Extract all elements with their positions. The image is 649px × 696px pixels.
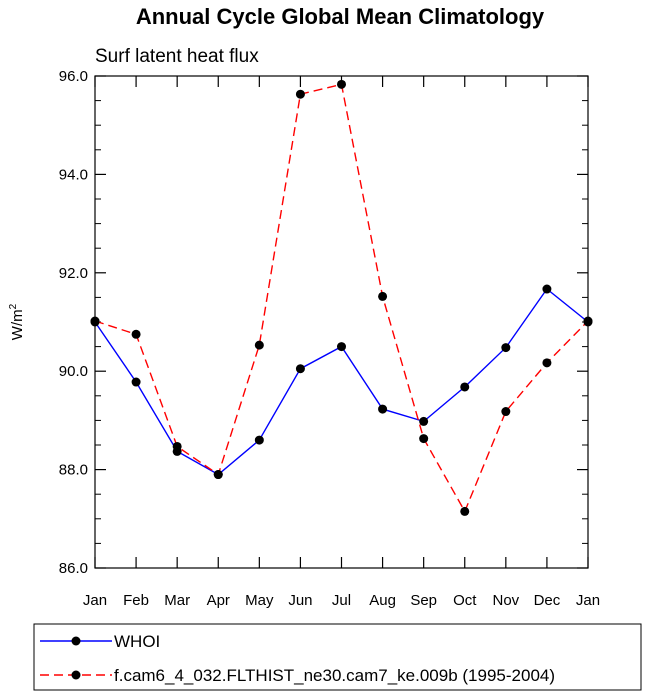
- legend-marker-2: [71, 670, 81, 680]
- data-point-series-1: [254, 435, 264, 445]
- data-point-series-1: [337, 342, 346, 352]
- y-tick-label: 90.0: [59, 363, 88, 380]
- data-point-series-1: [378, 404, 388, 414]
- y-tick-label: 88.0: [59, 462, 88, 479]
- data-point-series-2: [131, 329, 141, 339]
- series-line-1: [94, 287, 589, 476]
- data-point-series-1: [542, 284, 552, 294]
- x-tick-label: Sep: [410, 592, 437, 609]
- y-axis-label-superscript: 2: [8, 303, 19, 309]
- series-points: [90, 79, 593, 516]
- legend-marker-1: [71, 636, 81, 646]
- y-tick-label: 96.0: [59, 68, 88, 85]
- x-tick-label: Jan: [83, 592, 107, 609]
- x-tick-label: Mar: [164, 592, 190, 609]
- x-tick-label: Jan: [576, 592, 600, 609]
- x-tick-label: Nov: [492, 592, 519, 609]
- data-point-series-1: [501, 343, 511, 353]
- x-tick-label: Dec: [534, 592, 561, 609]
- y-axis-label-text: W/m: [9, 309, 26, 340]
- data-point-series-2: [501, 407, 511, 417]
- x-tick-label: Oct: [453, 592, 477, 609]
- y-tick-label: 92.0: [59, 265, 88, 282]
- data-point-series-2: [542, 358, 552, 368]
- data-point-series-1: [295, 364, 305, 374]
- y-tick-label: 94.0: [59, 166, 88, 183]
- chart-subtitle: Surf latent heat flux: [95, 46, 259, 67]
- data-point-series-2: [337, 79, 346, 89]
- x-tick-label: Apr: [207, 592, 230, 609]
- data-point-series-2: [460, 506, 470, 516]
- legend-label-2: f.cam6_4_032.FLTHIST_ne30.cam7_ke.009b (…: [114, 666, 555, 685]
- data-point-series-2: [172, 441, 182, 451]
- data-point-series-2: [295, 89, 305, 99]
- plot-frame: [94, 75, 589, 569]
- legend-items: WHOI f.cam6_4_032.FLTHIST_ne30.cam7_ke.00…: [40, 632, 555, 685]
- legend-label-1: WHOI: [114, 632, 160, 651]
- series-line-2: [94, 83, 589, 514]
- data-point-series-2: [378, 291, 388, 301]
- svg-text:W/m2: W/m2: [8, 303, 26, 340]
- data-point-series-2: [419, 434, 429, 444]
- axis-tick-labels: 86.0 88.0 90.0 92.0 94.0 96.0 Jan Feb Mar Apr May J…: [59, 68, 600, 609]
- data-point-series-2: [213, 470, 223, 480]
- data-point-series-1: [131, 377, 141, 387]
- y-tick-label: 86.0: [59, 560, 88, 577]
- data-point-series-1: [460, 382, 470, 392]
- x-tick-label: May: [245, 592, 274, 609]
- series-lines: [94, 83, 589, 514]
- x-tick-label: Jun: [288, 592, 312, 609]
- axis-ticks: [94, 75, 589, 569]
- legend-box: [33, 623, 642, 691]
- x-tick-label: Jul: [332, 592, 351, 609]
- y-axis-label: W/m2: [8, 303, 26, 340]
- data-point-series-2: [254, 340, 264, 350]
- x-tick-label: Feb: [123, 592, 149, 609]
- x-tick-label: Aug: [369, 592, 396, 609]
- data-point-series-1: [419, 416, 429, 426]
- legend: WHOI f.cam6_4_032.FLTHIST_ne30.cam7_ke.00…: [33, 623, 642, 691]
- chart-title: Annual Cycle Global Mean Climatology: [136, 4, 545, 29]
